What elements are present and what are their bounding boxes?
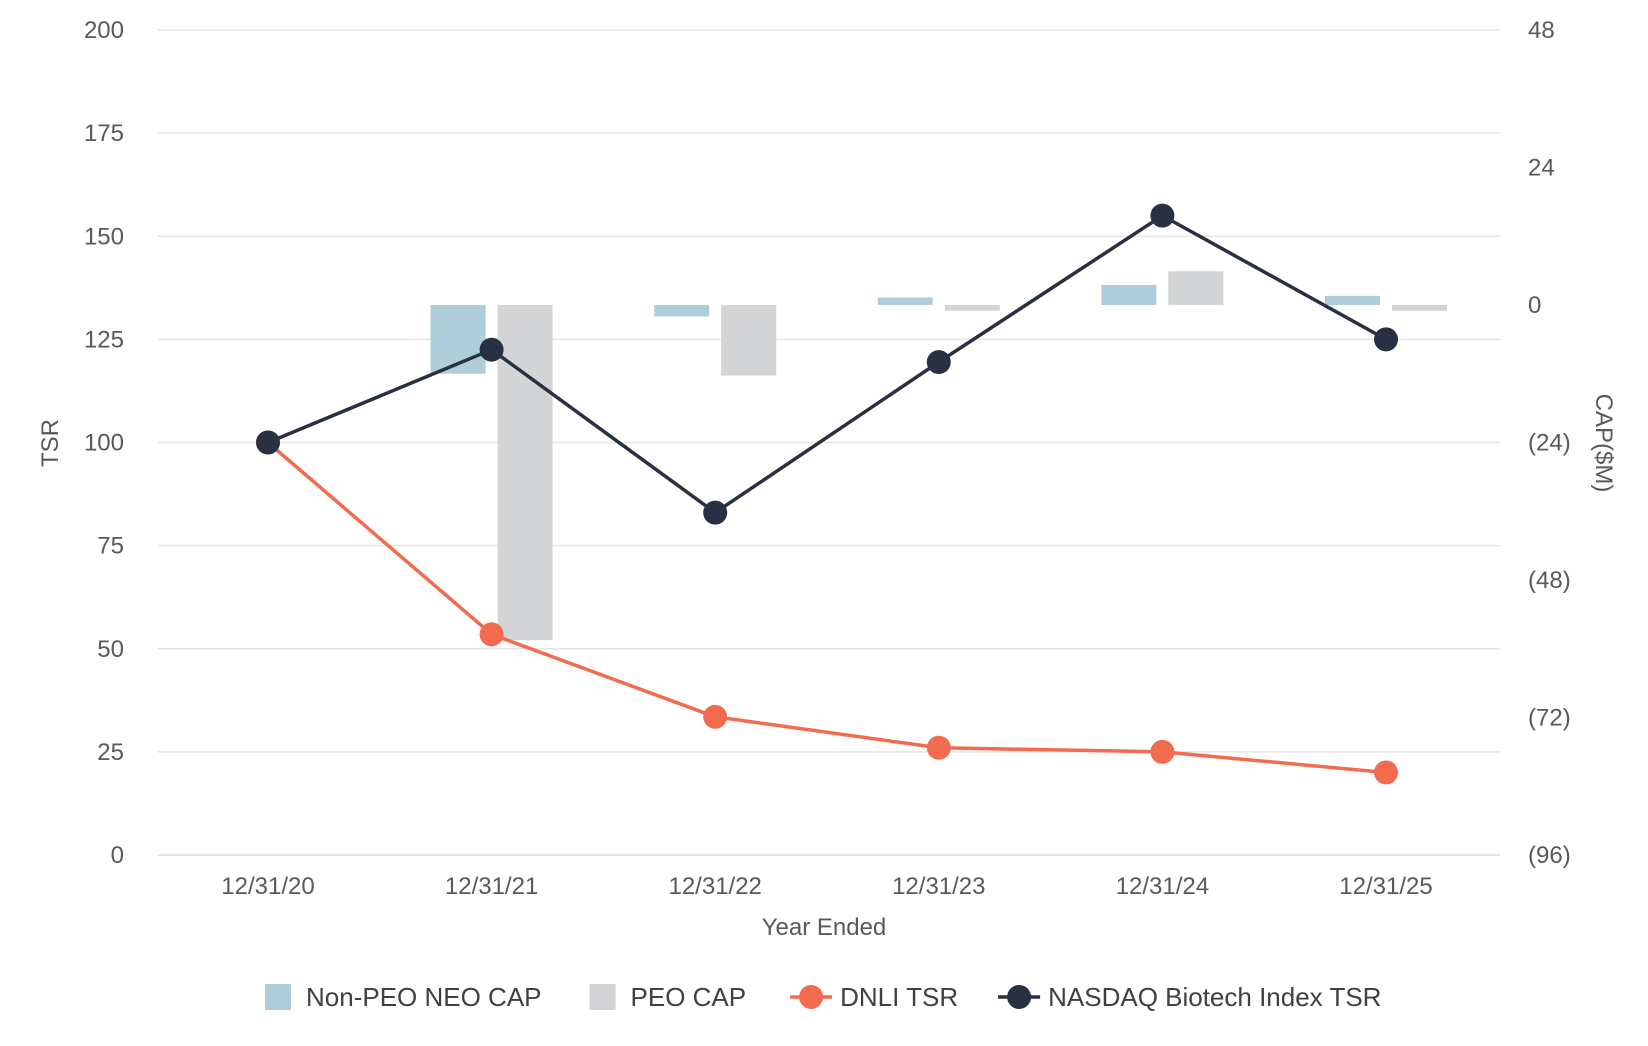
cap-bars: [430, 271, 1447, 641]
point-nasdaq-biotech-index-tsr: [256, 430, 280, 455]
y-axis-title-left: TSR: [37, 419, 64, 467]
point-nasdaq-biotech-index-tsr: [1150, 203, 1175, 228]
left-tick-label: 150: [84, 223, 124, 250]
point-dnli-tsr: [1150, 739, 1175, 764]
right-tick-label: 0: [1528, 292, 1541, 319]
legend-swatch: [589, 984, 616, 1010]
bar-peo-cap: [1392, 305, 1447, 311]
right-tick-label: (24): [1528, 430, 1571, 457]
left-tick-label: 75: [97, 533, 124, 560]
point-nasdaq-biotech-index-tsr: [926, 350, 951, 375]
legend: Non-PEO NEO CAP PEO CAP DNLI TSR NASDAQ Bio…: [265, 982, 1381, 1012]
right-tick-label: 24: [1528, 155, 1555, 182]
legend-swatch: [265, 984, 291, 1010]
bar-peo-cap: [944, 305, 1000, 311]
bar-peo-cap: [497, 305, 553, 641]
legend-marker: [799, 985, 824, 1009]
bar-peo-cap: [721, 305, 777, 376]
x-tick-label: 12/31/20: [221, 873, 314, 900]
point-dnli-tsr: [1374, 760, 1398, 785]
bar-non-peo-neo-cap: [1325, 295, 1380, 305]
point-nasdaq-biotech-index-tsr: [1374, 327, 1398, 352]
bar-non-peo-neo-cap: [1101, 284, 1157, 305]
bar-peo-cap: [1168, 271, 1224, 305]
line-dnli-tsr: [266, 441, 1387, 775]
left-tick-label: 125: [84, 326, 124, 353]
right-tick-label: (48): [1528, 567, 1571, 594]
left-axis-ticks: 0 25 50 75 100 125 150 175 200: [84, 17, 124, 869]
x-tick-label: 12/31/21: [445, 873, 538, 900]
x-axis-ticks: 12/31/20 12/31/21 12/31/22 12/31/23 12/31/24…: [221, 873, 1432, 900]
point-dnli-tsr: [703, 704, 728, 729]
x-axis-title: Year Ended: [762, 914, 887, 941]
left-tick-label: 175: [84, 120, 124, 147]
left-tick-label: 200: [84, 17, 124, 44]
legend-label: NASDAQ Biotech Index TSR: [1048, 982, 1381, 1012]
left-tick-label: 0: [111, 842, 124, 869]
point-nasdaq-biotech-index-tsr: [479, 337, 504, 362]
legend-label: PEO CAP: [631, 982, 747, 1012]
right-tick-label: 48: [1528, 17, 1555, 44]
right-axis-ticks: (96) (72) (48) (24) 0 24 48: [1528, 17, 1571, 869]
right-tick-label: (72): [1528, 705, 1571, 732]
left-tick-label: 100: [84, 430, 124, 457]
x-tick-label: 12/31/23: [892, 873, 985, 900]
x-tick-label: 12/31/24: [1116, 873, 1209, 900]
legend-marker: [1007, 985, 1032, 1009]
y-axis-title-right: CAP($M): [1590, 394, 1617, 493]
bar-non-peo-neo-cap: [654, 305, 710, 317]
point-nasdaq-biotech-index-tsr: [703, 500, 728, 525]
line-nasdaq-biotech-index-tsr: [267, 213, 1387, 515]
bar-non-peo-neo-cap: [877, 297, 933, 305]
point-dnli-tsr: [479, 622, 504, 647]
x-tick-label: 12/31/25: [1339, 873, 1432, 900]
legend-label: Non-PEO NEO CAP: [306, 982, 542, 1012]
left-tick-label: 25: [97, 739, 124, 766]
point-dnli-tsr: [926, 735, 951, 760]
right-tick-label: (96): [1528, 842, 1571, 869]
x-tick-label: 12/31/22: [668, 873, 761, 900]
gridlines: [158, 29, 1500, 856]
legend-label: DNLI TSR: [840, 982, 958, 1012]
left-tick-label: 50: [97, 636, 124, 663]
tsr-lines: [256, 203, 1398, 785]
